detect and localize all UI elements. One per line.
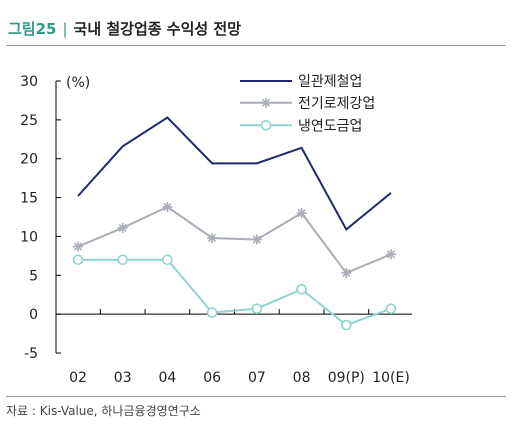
y-tick-label: 25: [20, 113, 38, 129]
data-point: [386, 249, 396, 260]
top-rule: [6, 45, 506, 46]
y-unit-label: (%): [66, 75, 90, 91]
data-point: [341, 267, 352, 278]
chart-title: 국내 철강업종 수익성 전망: [73, 20, 242, 38]
axes: -5 0 5 10 15 20 25 30 02 03 04 06 07 08 09(P) 10(E) (%): [20, 74, 412, 386]
y-tick-label: 30: [20, 74, 38, 90]
x-tick-label: 04: [159, 370, 177, 386]
y-tick-label: 20: [20, 152, 38, 168]
series-2: [73, 201, 396, 278]
data-point: [162, 201, 173, 212]
series-1: [77, 116, 392, 231]
x-tick-label: 07: [248, 370, 266, 386]
series-layer: [72, 116, 397, 331]
data-point: [296, 208, 307, 219]
source-note: 자료 : Kis-Value, 하나금융경영연구소: [6, 404, 201, 418]
data-point: [251, 234, 262, 245]
data-point: [251, 303, 263, 315]
x-tick-label: 02: [69, 370, 87, 386]
series-line: [77, 205, 392, 275]
data-point: [340, 319, 352, 331]
figure-number: 그림25: [8, 20, 57, 38]
y-tick-label: 10: [20, 229, 38, 245]
series-line: [77, 116, 392, 231]
bottom-rule: [6, 396, 506, 397]
y-tick-label: -5: [24, 346, 38, 362]
data-point: [73, 241, 83, 252]
data-point: [117, 254, 129, 266]
x-tick-label: 10(E): [372, 370, 410, 386]
legend-item-3: 냉연도금업: [240, 118, 362, 134]
x-tick-label: 09(P): [328, 370, 365, 386]
x-tick-label: 03: [114, 370, 132, 386]
legend-marker: [261, 97, 271, 108]
data-point: [162, 254, 173, 266]
data-point: [206, 307, 218, 318]
data-point: [207, 232, 218, 243]
data-point: [72, 254, 84, 266]
y-tick-label: 15: [20, 191, 38, 207]
legend-label: 전기로제강업: [298, 96, 375, 112]
x-tick-label: 08: [293, 370, 311, 386]
y-tick-label: 5: [29, 268, 38, 284]
y-tick-label: 0: [29, 307, 38, 323]
series-3: [72, 254, 397, 331]
legend-item-1: 일관제철업: [240, 74, 362, 90]
data-point: [296, 283, 307, 295]
legend-label: 일관제철업: [298, 74, 362, 90]
title-separator: |: [62, 20, 68, 38]
figure-title: 그림25 | 국내 철강업종 수익성 전망: [8, 18, 241, 39]
series-line: [78, 258, 392, 327]
data-point: [117, 222, 128, 233]
legend-marker: [260, 119, 272, 131]
data-point: [385, 303, 397, 315]
x-tick-label: 06: [203, 370, 221, 386]
legend-label: 냉연도금업: [298, 118, 362, 134]
legend-item-2: 전기로제강업: [240, 96, 375, 112]
